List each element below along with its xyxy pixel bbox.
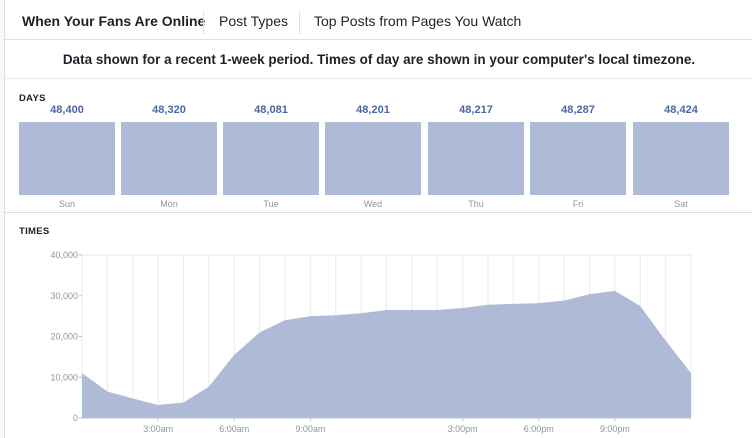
days-chart: 48,400 Sun 48,320 Mon 48,081 Tue 48,201 … (5, 90, 752, 210)
x-tick-label: 9:00am (295, 424, 325, 434)
day-value: 48,320 (152, 104, 186, 116)
tab-when-fans-online[interactable]: When Your Fans Are Online (22, 13, 206, 29)
area-series (82, 290, 691, 418)
day-bar (19, 122, 115, 195)
tab-post-types[interactable]: Post Types (219, 13, 289, 29)
section-divider (5, 212, 752, 213)
day-bar (325, 122, 421, 195)
day-label: Mon (160, 199, 178, 209)
day-value: 48,217 (459, 104, 493, 116)
y-tick-label: 20,000 (50, 332, 78, 342)
day-bar (530, 122, 626, 195)
timezone-notice: Data shown for a recent 1-week period. T… (5, 40, 752, 79)
day-column-mon[interactable]: 48,320 Mon (121, 90, 217, 210)
day-value: 48,081 (254, 104, 288, 116)
day-label: Sat (674, 199, 688, 209)
times-area-chart[interactable]: 0 10,000 20,000 30,000 40,000 3:00am 6:00am 9:0… (5, 0, 752, 438)
x-tick-label: 3:00am (143, 424, 173, 434)
tab-bar: When Your Fans Are Online Post Types Top… (5, 0, 752, 40)
day-column-tue[interactable]: 48,081 Tue (223, 90, 319, 210)
day-bar (121, 122, 217, 195)
x-tick-label: 6:00am (219, 424, 249, 434)
day-value: 48,201 (356, 104, 390, 116)
day-label: Fri (572, 199, 584, 209)
day-label: Sun (58, 199, 75, 209)
day-bar (428, 122, 524, 195)
day-bar (633, 122, 729, 195)
day-column-fri[interactable]: 48,287 Fri (530, 90, 626, 210)
day-bar (223, 122, 319, 195)
y-tick-label: 10,000 (50, 372, 78, 382)
x-tick-label: 3:00pm (448, 424, 478, 434)
day-value: 48,424 (664, 104, 698, 116)
day-value: 48,400 (50, 104, 84, 116)
day-label: Wed (363, 199, 383, 209)
tab-top-posts[interactable]: Top Posts from Pages You Watch (314, 13, 522, 29)
tab-divider (203, 12, 204, 34)
day-label: Thu (468, 199, 484, 209)
y-tick-label: 40,000 (50, 250, 78, 260)
y-tick-label: 0 (73, 413, 78, 423)
x-tick-label: 9:00pm (600, 424, 630, 434)
tab-divider (299, 12, 300, 34)
day-label: Tue (263, 199, 279, 209)
day-column-wed[interactable]: 48,201 Wed (325, 90, 421, 210)
day-value: 48,287 (561, 104, 595, 116)
insights-panel: When Your Fans Are Online Post Types Top… (4, 0, 752, 438)
days-section-label: DAYS (19, 93, 46, 104)
day-column-sat[interactable]: 48,424 Sat (633, 90, 729, 210)
day-column-sun[interactable]: 48,400 Sun (19, 90, 115, 210)
times-section-label: TIMES (19, 226, 50, 237)
y-tick-label: 30,000 (50, 291, 78, 301)
day-column-thu[interactable]: 48,217 Thu (428, 90, 524, 210)
x-tick-label: 6:00pm (524, 424, 554, 434)
